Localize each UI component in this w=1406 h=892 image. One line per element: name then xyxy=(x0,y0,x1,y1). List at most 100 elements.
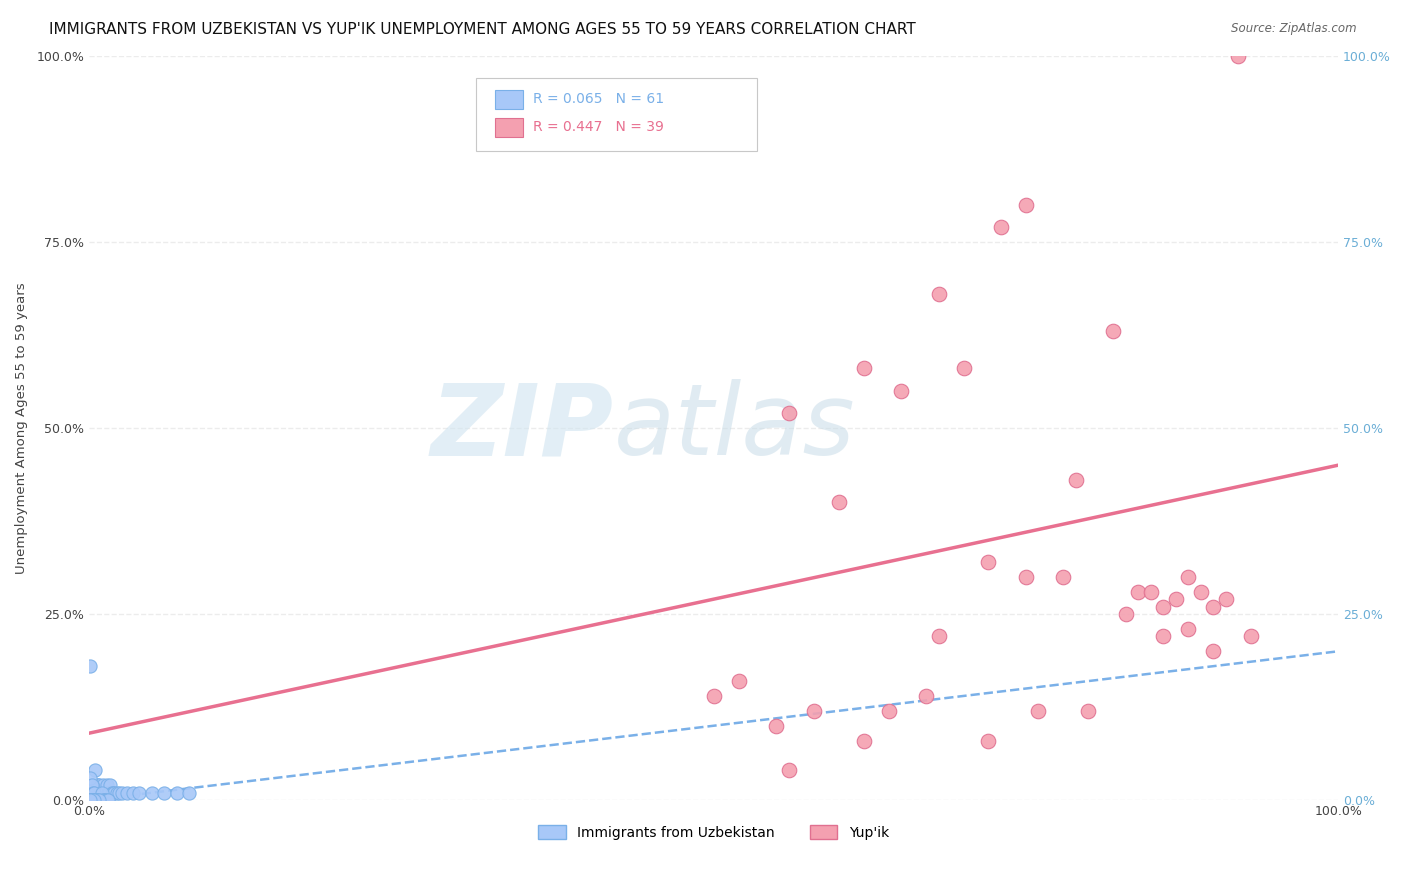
Point xyxy=(727,674,749,689)
Point xyxy=(97,793,120,807)
Point xyxy=(977,555,1000,569)
Point xyxy=(121,786,143,800)
Point xyxy=(80,778,103,792)
Point xyxy=(990,219,1012,234)
Point xyxy=(177,786,200,800)
Point xyxy=(82,786,104,800)
Point xyxy=(82,793,104,807)
Point xyxy=(86,793,108,807)
Legend: Immigrants from Uzbekistan, Yup'ik: Immigrants from Uzbekistan, Yup'ik xyxy=(533,820,894,846)
Point xyxy=(87,793,110,807)
Point xyxy=(827,495,849,509)
Point xyxy=(1177,570,1199,584)
Point xyxy=(852,361,875,376)
Text: Source: ZipAtlas.com: Source: ZipAtlas.com xyxy=(1232,22,1357,36)
Point xyxy=(79,659,101,673)
Point xyxy=(778,764,800,778)
Point xyxy=(87,793,110,807)
Point xyxy=(128,786,150,800)
Point xyxy=(86,793,108,807)
Text: R = 0.065   N = 61: R = 0.065 N = 61 xyxy=(533,92,664,106)
Point xyxy=(87,793,110,807)
Point xyxy=(91,793,114,807)
Point xyxy=(89,786,111,800)
Point xyxy=(84,793,107,807)
Bar xyxy=(495,119,523,136)
Point xyxy=(153,786,176,800)
Point xyxy=(1140,584,1163,599)
Text: R = 0.447   N = 39: R = 0.447 N = 39 xyxy=(533,120,664,134)
Point xyxy=(97,786,120,800)
Point xyxy=(79,793,101,807)
Point xyxy=(79,793,101,807)
Point xyxy=(1064,473,1087,487)
Point xyxy=(82,793,104,807)
Y-axis label: Unemployment Among Ages 55 to 59 years: Unemployment Among Ages 55 to 59 years xyxy=(15,282,28,574)
Point xyxy=(87,778,110,792)
Point xyxy=(94,786,117,800)
Point xyxy=(80,793,103,807)
Point xyxy=(1164,592,1187,607)
Point xyxy=(96,778,118,792)
Point xyxy=(87,793,110,807)
Point xyxy=(1152,629,1174,643)
Point xyxy=(87,778,110,792)
Point xyxy=(108,786,131,800)
Point xyxy=(100,786,122,800)
Point xyxy=(141,786,163,800)
Point xyxy=(84,764,107,778)
Point xyxy=(1215,592,1237,607)
Point xyxy=(1128,584,1150,599)
Point xyxy=(84,793,107,807)
Point xyxy=(928,629,950,643)
Point xyxy=(79,793,101,807)
Point xyxy=(1052,570,1074,584)
Text: IMMIGRANTS FROM UZBEKISTAN VS YUP'IK UNEMPLOYMENT AMONG AGES 55 TO 59 YEARS CORR: IMMIGRANTS FROM UZBEKISTAN VS YUP'IK UNE… xyxy=(49,22,915,37)
Point xyxy=(1077,704,1099,718)
Point xyxy=(91,778,114,792)
Point xyxy=(80,778,103,792)
Point xyxy=(82,786,104,800)
Bar xyxy=(495,90,523,109)
Point xyxy=(1152,599,1174,614)
Point xyxy=(96,793,118,807)
Point xyxy=(1202,599,1225,614)
Point xyxy=(82,793,104,807)
Point xyxy=(93,793,115,807)
Point xyxy=(1177,622,1199,636)
Point xyxy=(90,786,112,800)
Point xyxy=(79,771,101,785)
Point xyxy=(98,778,121,792)
Text: atlas: atlas xyxy=(614,379,855,476)
Point xyxy=(94,793,117,807)
Point xyxy=(166,786,188,800)
Point xyxy=(778,406,800,420)
Point xyxy=(101,786,124,800)
Point xyxy=(977,733,1000,747)
Point xyxy=(1202,644,1225,658)
Point xyxy=(765,719,787,733)
Point xyxy=(1227,48,1250,62)
Point xyxy=(1102,324,1125,338)
Point xyxy=(83,793,105,807)
Point xyxy=(89,793,111,807)
Point xyxy=(1115,607,1137,621)
Point xyxy=(1015,570,1038,584)
Point xyxy=(803,704,825,718)
Point xyxy=(86,778,108,792)
Point xyxy=(83,786,105,800)
Point xyxy=(105,786,128,800)
Point xyxy=(703,689,725,703)
Point xyxy=(83,793,105,807)
Point xyxy=(115,786,138,800)
Point xyxy=(98,786,121,800)
Point xyxy=(93,786,115,800)
Point xyxy=(1015,197,1038,211)
Point xyxy=(80,793,103,807)
Point xyxy=(1189,584,1212,599)
Point xyxy=(877,704,900,718)
FancyBboxPatch shape xyxy=(477,78,758,151)
Point xyxy=(80,793,103,807)
Point xyxy=(90,786,112,800)
Point xyxy=(1240,629,1263,643)
